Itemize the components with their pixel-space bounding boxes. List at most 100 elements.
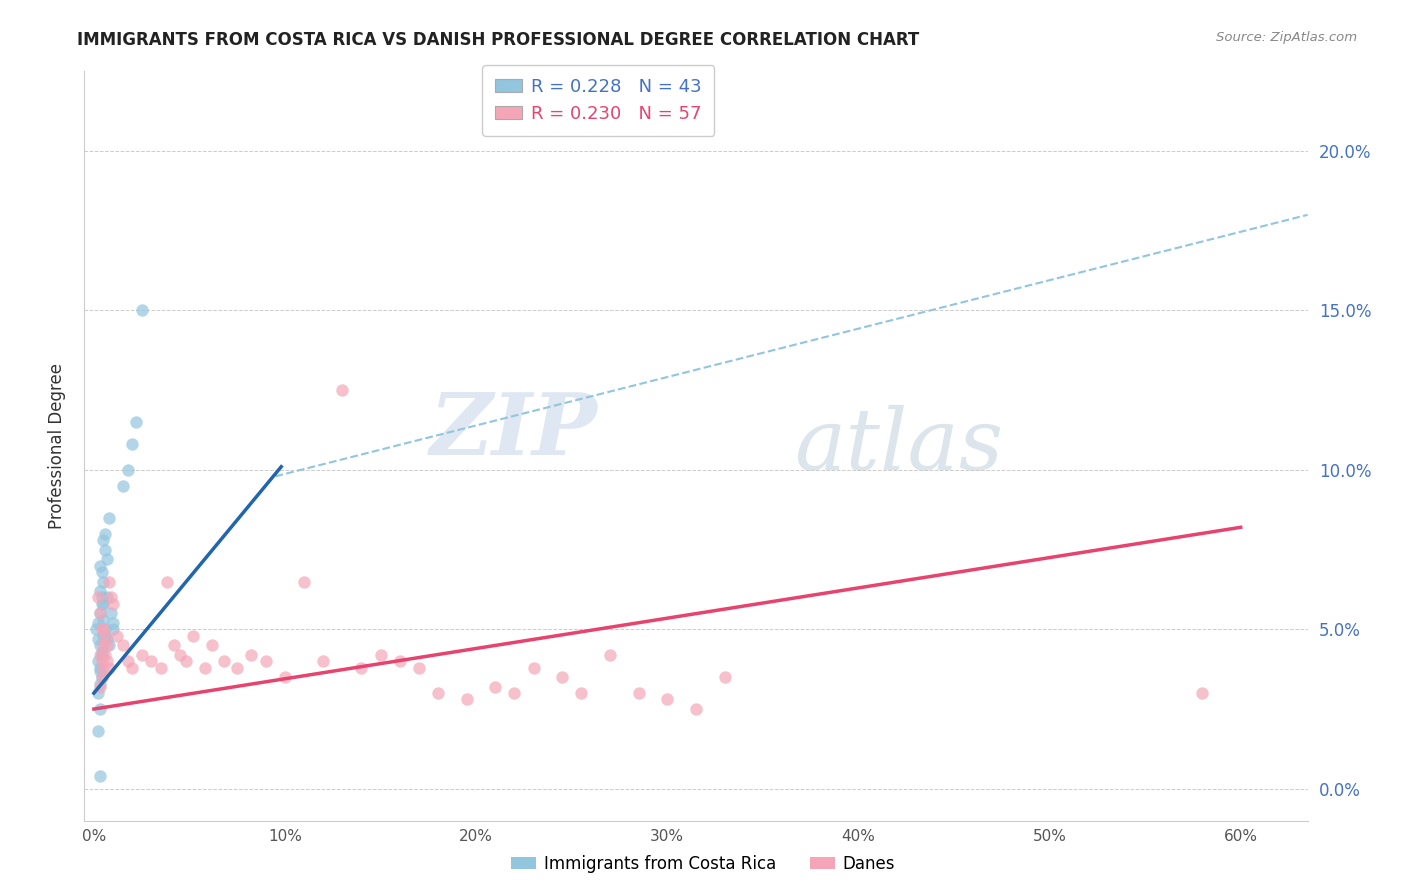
Point <box>93 597 115 611</box>
Point <box>96 632 118 646</box>
Point <box>98 638 121 652</box>
Legend: Immigrants from Costa Rica, Danes: Immigrants from Costa Rica, Danes <box>503 848 903 880</box>
Point <box>155 574 177 589</box>
Point <box>93 638 115 652</box>
Point <box>90 654 112 668</box>
Point <box>94 526 117 541</box>
Point <box>503 686 526 700</box>
Point <box>408 660 430 674</box>
Point <box>87 591 110 605</box>
Text: atlas: atlas <box>794 405 1002 487</box>
Point <box>93 613 115 627</box>
Point <box>101 597 124 611</box>
Point <box>121 437 143 451</box>
Point <box>101 623 124 637</box>
Point <box>94 629 117 643</box>
Point <box>685 702 707 716</box>
Point <box>87 632 110 646</box>
Point <box>149 660 172 674</box>
Point <box>117 654 139 668</box>
Point <box>117 463 139 477</box>
Point <box>98 510 121 524</box>
Point <box>87 686 110 700</box>
Point <box>456 692 478 706</box>
Point <box>94 623 117 637</box>
Point <box>101 615 124 630</box>
Text: ZIP: ZIP <box>430 389 598 473</box>
Point <box>90 648 112 662</box>
Point <box>426 686 449 700</box>
Point <box>89 660 111 674</box>
Y-axis label: Professional Degree: Professional Degree <box>48 363 66 529</box>
Point <box>94 648 117 662</box>
Point <box>332 383 354 397</box>
Point <box>98 574 121 589</box>
Point <box>89 664 111 678</box>
Point <box>98 660 121 674</box>
Point <box>90 645 112 659</box>
Point <box>87 724 110 739</box>
Point <box>100 591 122 605</box>
Point <box>105 629 128 643</box>
Point <box>90 597 112 611</box>
Point <box>90 623 112 637</box>
Point <box>239 648 262 662</box>
Point <box>87 654 110 668</box>
Point <box>1191 686 1213 700</box>
Point <box>111 479 134 493</box>
Point <box>350 660 373 674</box>
Point <box>181 629 204 643</box>
Point <box>274 670 297 684</box>
Point <box>569 686 592 700</box>
Point <box>89 769 111 783</box>
Point <box>96 552 118 566</box>
Point <box>94 629 117 643</box>
Point <box>194 660 217 674</box>
Point <box>201 638 224 652</box>
Point <box>125 415 148 429</box>
Point <box>131 303 153 318</box>
Point <box>84 623 107 637</box>
Point <box>226 660 249 674</box>
Point <box>388 654 411 668</box>
Point <box>89 607 111 621</box>
Point <box>131 648 153 662</box>
Point <box>96 638 118 652</box>
Point <box>89 702 111 716</box>
Point <box>89 607 111 621</box>
Point <box>87 615 110 630</box>
Point <box>93 660 115 674</box>
Point <box>163 638 186 652</box>
Point <box>93 623 115 637</box>
Point <box>657 692 679 706</box>
Point <box>312 654 335 668</box>
Point <box>141 654 163 668</box>
Point <box>96 591 118 605</box>
Point <box>212 654 235 668</box>
Point <box>484 680 506 694</box>
Point <box>93 629 115 643</box>
Point <box>89 584 111 599</box>
Point <box>370 648 392 662</box>
Legend: R = 0.228   N = 43, R = 0.230   N = 57: R = 0.228 N = 43, R = 0.230 N = 57 <box>482 65 714 136</box>
Point <box>89 680 111 694</box>
Point <box>627 686 650 700</box>
Point <box>93 574 115 589</box>
Point <box>93 533 115 547</box>
Point <box>174 654 197 668</box>
Point <box>121 660 143 674</box>
Point <box>100 607 122 621</box>
Point <box>89 676 111 690</box>
Point <box>90 670 112 684</box>
Point <box>90 670 112 684</box>
Point <box>292 574 315 589</box>
Text: IMMIGRANTS FROM COSTA RICA VS DANISH PROFESSIONAL DEGREE CORRELATION CHART: IMMIGRANTS FROM COSTA RICA VS DANISH PRO… <box>77 31 920 49</box>
Point <box>111 638 134 652</box>
Point <box>522 660 544 674</box>
Point <box>89 648 111 662</box>
Point <box>713 670 735 684</box>
Point <box>169 648 191 662</box>
Point <box>90 591 112 605</box>
Point <box>89 638 111 652</box>
Point <box>599 648 621 662</box>
